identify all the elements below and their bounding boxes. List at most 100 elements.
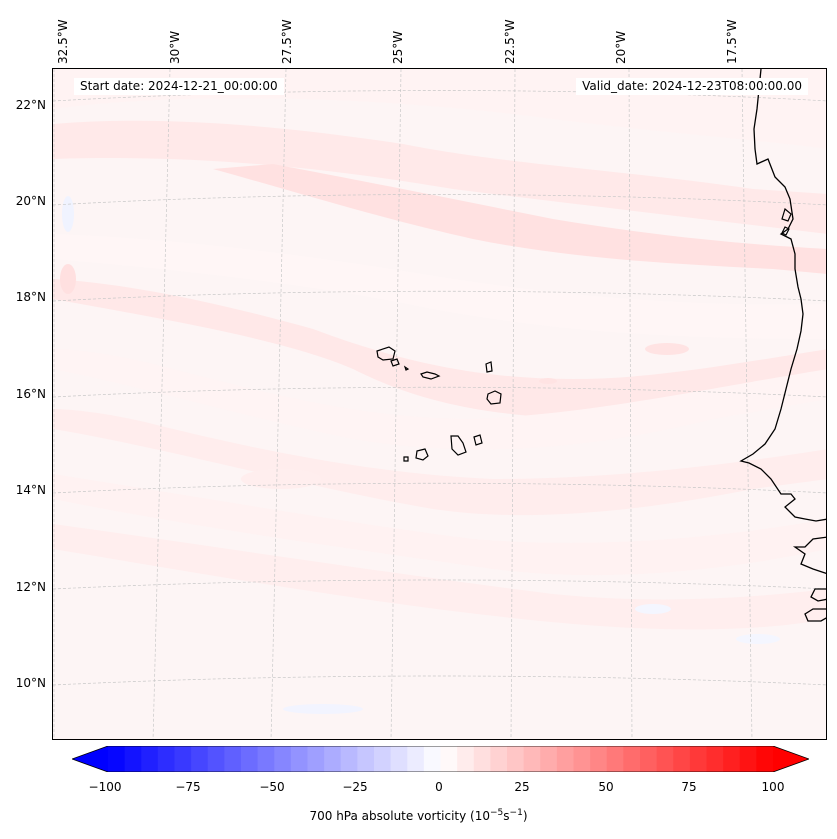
colorbar-cell: [207, 746, 225, 772]
lat-label-14n: 14°N: [15, 483, 46, 497]
colorbar-extend-min: [72, 746, 108, 772]
colorbar-cell: [689, 746, 707, 772]
island-sao-vicente: [390, 358, 400, 367]
colorbar-tick: −25: [342, 780, 368, 794]
colorbar-tick: −75: [175, 780, 201, 794]
lat-label-22n: 22°N: [15, 98, 46, 112]
colorbar-tick: 0: [435, 780, 443, 794]
island-sao-nicolau: [420, 371, 441, 380]
parallel-line: [53, 386, 826, 398]
vorticity-patch: [60, 264, 76, 294]
colorbar-cell: [224, 746, 242, 772]
vorticity-band-7: [53, 474, 826, 576]
colorbar-cell: [656, 746, 674, 772]
parallel-line: [53, 290, 826, 302]
vorticity-field-svg: [53, 69, 826, 739]
parallel-line: [53, 579, 826, 590]
island-santiago: [450, 435, 467, 456]
island-fogo: [415, 448, 429, 461]
lon-label-20w: 20°W: [614, 30, 628, 64]
vorticity-band-2: [213, 164, 826, 274]
valid-date-label: Valid_date: 2024-12-23T08:00:00.00: [576, 78, 808, 95]
lon-label-32-5w: 32.5°W: [56, 19, 70, 64]
colorbar-cell: [407, 746, 425, 772]
african-island: [781, 226, 790, 236]
colorbar-cell: [706, 746, 724, 772]
colorbar-cell: [274, 746, 292, 772]
colorbar-extend-max: [773, 746, 809, 772]
colorbar-cell: [340, 746, 358, 772]
start-date-label: Start date: 2024-12-21_00:00:00: [74, 78, 284, 95]
vorticity-patch: [645, 343, 689, 355]
island-brava: [403, 456, 409, 462]
colorbar-cell: [573, 746, 591, 772]
vorticity-patch: [736, 634, 780, 644]
meridian-line: [390, 69, 402, 739]
parallel-line: [53, 482, 826, 494]
colorbar-cell: [739, 746, 757, 772]
graticule: [53, 69, 826, 739]
africa-coastline: [810, 588, 826, 602]
lat-label-18n: 18°N: [15, 290, 46, 304]
parallel-line: [53, 675, 826, 686]
meridian-line: [270, 69, 287, 739]
colorbar-cell: [141, 746, 159, 772]
parallel-line: [53, 194, 826, 206]
colorbar-cell: [723, 746, 741, 772]
meridian-line: [510, 69, 516, 739]
africa-coastline: [804, 608, 826, 622]
colorbar-cell: [108, 746, 126, 772]
meridian-line: [628, 69, 633, 739]
vorticity-patch: [283, 704, 363, 714]
colorbar-cell: [324, 746, 342, 772]
island-boa-vista: [486, 390, 502, 405]
colorbar-label: 700 hPa absolute vorticity (10−5s−1): [309, 808, 528, 823]
lat-label-10n: 10°N: [15, 676, 46, 690]
colorbar-cell: [507, 746, 525, 772]
colorbar-cell: [124, 746, 142, 772]
lon-label-27-5w: 27.5°W: [280, 19, 294, 64]
colorbar-tick: −100: [88, 780, 122, 794]
colorbar-tick: 100: [761, 780, 785, 794]
colorbar-cell: [423, 746, 441, 772]
colorbar-cell: [290, 746, 308, 772]
island-sal: [485, 361, 493, 373]
vorticity-band-6: [53, 409, 826, 516]
parallel-line: [53, 90, 826, 102]
island-maio: [473, 434, 483, 446]
lon-label-22-5w: 22.5°W: [503, 19, 517, 64]
colorbar-cell: [440, 746, 458, 772]
lon-label-17-5w: 17.5°W: [725, 19, 739, 64]
colorbar-cells: [72, 746, 809, 772]
vorticity-band-8: [53, 524, 826, 630]
colorbar-cell: [307, 746, 325, 772]
colorbar-cell: [390, 746, 408, 772]
colorbar-cell: [673, 746, 691, 772]
colorbar-cell: [640, 746, 658, 772]
colorbar-cell: [241, 746, 259, 772]
lat-label-16n: 16°N: [15, 387, 46, 401]
colorbar-cell: [174, 746, 192, 772]
vorticity-band-4: [53, 279, 826, 420]
colorbar-cell: [590, 746, 608, 772]
cape-verde-islands: [376, 346, 502, 462]
africa-coastline: [739, 69, 826, 522]
colorbar-cell: [374, 746, 392, 772]
colorbar-cell: [473, 746, 491, 772]
meridian-line: [152, 69, 171, 739]
vorticity-band-3: [53, 234, 826, 339]
colorbar-cell: [257, 746, 275, 772]
lon-label-25w: 25°W: [391, 30, 405, 64]
colorbar-cell: [606, 746, 624, 772]
vorticity-patch: [635, 604, 671, 614]
map-panel[interactable]: Start date: 2024-12-21_00:00:00 Valid_da…: [52, 68, 827, 740]
vorticity-patch: [241, 469, 321, 489]
colorbar-tick: 75: [681, 780, 697, 794]
colorbar-tick: −50: [259, 780, 285, 794]
lat-label-20n: 20°N: [15, 194, 46, 208]
vorticity-band-1: [53, 120, 826, 234]
colorbar-cell: [540, 746, 558, 772]
colorbar-cell: [623, 746, 641, 772]
colorbar-cell: [490, 746, 508, 772]
colorbar-cell: [556, 746, 574, 772]
